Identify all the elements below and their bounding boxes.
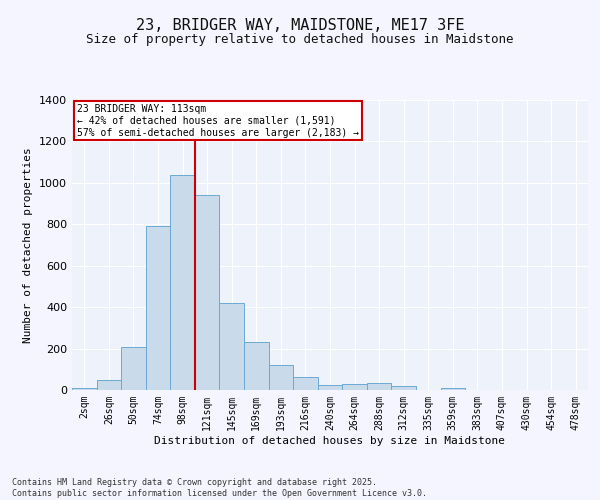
Bar bbox=[146, 226, 170, 390]
Text: Contains HM Land Registry data © Crown copyright and database right 2025.
Contai: Contains HM Land Registry data © Crown c… bbox=[12, 478, 427, 498]
Bar bbox=[220, 303, 244, 390]
Bar bbox=[293, 376, 318, 390]
Bar bbox=[367, 383, 391, 390]
Bar bbox=[318, 385, 342, 390]
Bar bbox=[97, 380, 121, 390]
Bar bbox=[72, 388, 97, 390]
Y-axis label: Number of detached properties: Number of detached properties bbox=[23, 147, 34, 343]
Bar bbox=[195, 196, 220, 390]
Bar bbox=[244, 342, 269, 390]
Bar bbox=[170, 174, 195, 390]
Text: Size of property relative to detached houses in Maidstone: Size of property relative to detached ho… bbox=[86, 32, 514, 46]
Text: 23 BRIDGER WAY: 113sqm
← 42% of detached houses are smaller (1,591)
57% of semi-: 23 BRIDGER WAY: 113sqm ← 42% of detached… bbox=[77, 104, 359, 138]
Bar bbox=[121, 346, 146, 390]
Bar bbox=[342, 384, 367, 390]
Bar bbox=[440, 388, 465, 390]
Bar bbox=[269, 365, 293, 390]
Text: 23, BRIDGER WAY, MAIDSTONE, ME17 3FE: 23, BRIDGER WAY, MAIDSTONE, ME17 3FE bbox=[136, 18, 464, 32]
X-axis label: Distribution of detached houses by size in Maidstone: Distribution of detached houses by size … bbox=[155, 436, 505, 446]
Bar bbox=[391, 386, 416, 390]
